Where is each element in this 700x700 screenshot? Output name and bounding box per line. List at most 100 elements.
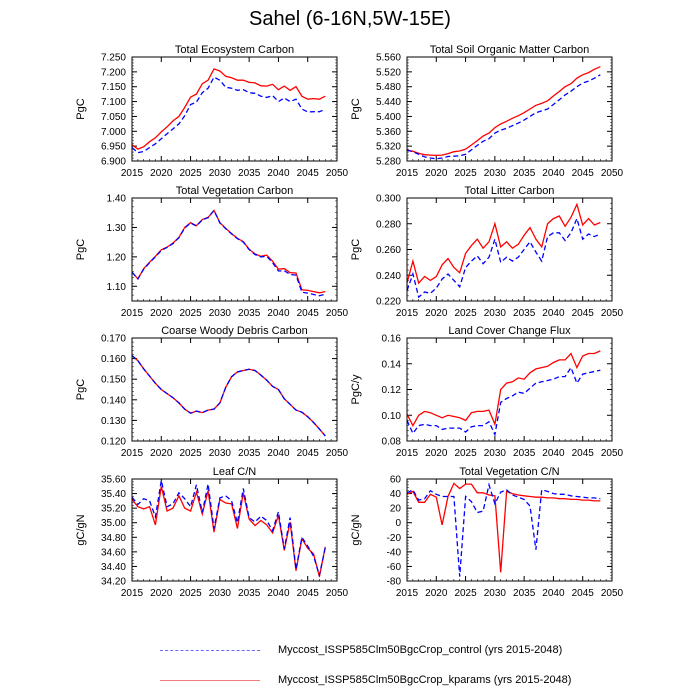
y-tick-label: 0.260 xyxy=(376,245,401,256)
y-tick-label: 5.280 xyxy=(376,157,401,168)
panel-title: Total Litter Carbon xyxy=(465,185,555,197)
series-line-kparams xyxy=(407,202,601,285)
x-tick-label: 2040 xyxy=(542,168,565,179)
series-line-kparams xyxy=(407,350,601,427)
panel-title: Land Cover Change Flux xyxy=(448,325,571,337)
panel-land-cover-change-flux: Land Cover Change Flux PgC/y 2015 2020 2025 2… xyxy=(350,325,624,459)
y-tick-label: 5.400 xyxy=(376,112,401,123)
series-line-control xyxy=(407,74,601,160)
x-tick-label: 2050 xyxy=(326,588,349,599)
panel-total-soil-organic-matter-carbon: Total Soil Organic Matter Carbon PgC 2015 2… xyxy=(350,44,624,179)
series-line-kparams xyxy=(407,66,601,157)
x-tick-label: 2020 xyxy=(425,448,448,459)
plot-frame xyxy=(131,337,338,442)
y-tick-label: 0.14 xyxy=(382,359,402,370)
x-tick-label: 2035 xyxy=(513,448,536,459)
x-tick-label: 2030 xyxy=(209,308,232,319)
x-tick-label: 2045 xyxy=(572,168,595,179)
y-axis-label: PgC xyxy=(75,98,87,119)
x-tick-label: 2040 xyxy=(267,448,290,459)
y-axis-label: PgC xyxy=(75,379,87,400)
y-tick-label: 34.40 xyxy=(101,562,126,573)
y-tick-label: 0.130 xyxy=(101,416,126,427)
y-tick-label: 0.280 xyxy=(376,219,401,230)
y-tick-label: 1.10 xyxy=(107,282,127,293)
x-tick-label: 2045 xyxy=(297,588,320,599)
y-axis-label: PgC xyxy=(75,239,87,260)
y-axis-label: PgC/y xyxy=(350,374,362,404)
series-line-control xyxy=(407,482,601,577)
x-tick-label: 2020 xyxy=(425,588,448,599)
x-tick-label: 2050 xyxy=(601,448,624,459)
x-tick-label: 2025 xyxy=(454,588,477,599)
y-tick-label: -60 xyxy=(387,562,402,573)
y-tick-label: 7.200 xyxy=(101,67,126,78)
y-tick-label: 5.520 xyxy=(376,67,401,78)
series-line-kparams xyxy=(407,482,601,573)
y-tick-label: 6.900 xyxy=(101,157,126,168)
series-line-control xyxy=(132,355,326,437)
y-tick-label: 5.440 xyxy=(376,97,401,108)
y-axis-label: PgC xyxy=(350,98,362,119)
series-line-kparams xyxy=(132,68,326,150)
y-tick-label: 0.240 xyxy=(376,271,401,282)
x-tick-label: 2025 xyxy=(179,308,202,319)
x-tick-label: 2045 xyxy=(297,448,320,459)
y-tick-label: 5.560 xyxy=(376,53,401,64)
panel-coarse-woody-debris-carbon: Coarse Woody Debris Carbon PgC 2015 2020 202… xyxy=(75,325,349,459)
plot-frame xyxy=(131,56,338,162)
x-tick-label: 2015 xyxy=(396,588,419,599)
y-tick-label: 7.150 xyxy=(101,82,126,93)
y-tick-label: 0.16 xyxy=(382,334,402,345)
plot-frame xyxy=(131,478,338,582)
y-tick-label: 7.250 xyxy=(101,53,126,64)
y-tick-label: 6.950 xyxy=(101,142,126,153)
series-line-control xyxy=(407,366,601,437)
series-line-control xyxy=(132,209,326,297)
y-tick-label: 34.80 xyxy=(101,533,126,544)
y-axis-label: PgC xyxy=(350,239,362,260)
x-tick-label: 2015 xyxy=(121,308,144,319)
panel-title: Total Vegetation C/N xyxy=(459,466,559,478)
x-tick-label: 2050 xyxy=(326,448,349,459)
x-tick-label: 2025 xyxy=(454,308,477,319)
x-tick-label: 2020 xyxy=(425,168,448,179)
panel-total-litter-carbon: Total Litter Carbon PgC 2015 2020 2025 2030 20… xyxy=(350,185,624,319)
x-tick-label: 2025 xyxy=(454,448,477,459)
y-tick-label: 1.40 xyxy=(107,194,127,205)
y-axis-label: gC/gN xyxy=(75,514,87,545)
series-line-control xyxy=(407,216,601,299)
x-tick-label: 2025 xyxy=(454,168,477,179)
y-tick-label: 35.00 xyxy=(101,518,126,529)
x-tick-label: 2035 xyxy=(513,308,536,319)
x-tick-label: 2035 xyxy=(238,588,261,599)
panel-total-ecosystem-carbon: Total Ecosystem Carbon PgC 2015 2020 2025 203… xyxy=(75,44,349,179)
y-tick-label: 0.140 xyxy=(101,395,126,406)
x-tick-label: 2045 xyxy=(297,308,320,319)
x-tick-label: 2020 xyxy=(150,448,173,459)
x-tick-label: 2045 xyxy=(572,588,595,599)
y-tick-label: 34.60 xyxy=(101,547,126,558)
series-line-control xyxy=(132,76,326,154)
x-tick-label: 2040 xyxy=(267,168,290,179)
panel-total-vegetation-c-n: Total Vegetation C/N gC/gN 2015 2020 2025 203… xyxy=(350,466,624,599)
y-tick-label: 35.60 xyxy=(101,475,126,486)
y-tick-label: 7.000 xyxy=(101,127,126,138)
y-axis-label: gC/gN xyxy=(350,514,362,545)
x-tick-label: 2050 xyxy=(326,308,349,319)
y-tick-label: 0.12 xyxy=(382,385,402,396)
y-tick-label: 5.480 xyxy=(376,82,401,93)
plot-frame xyxy=(406,56,613,162)
x-tick-label: 2045 xyxy=(572,308,595,319)
panel-title: Leaf C/N xyxy=(213,466,256,478)
y-tick-label: 20 xyxy=(390,504,402,515)
y-tick-label: 5.320 xyxy=(376,142,401,153)
x-tick-label: 2050 xyxy=(601,588,624,599)
y-tick-label: 0.220 xyxy=(376,297,401,308)
x-tick-label: 2015 xyxy=(121,448,144,459)
y-tick-label: 35.20 xyxy=(101,504,126,515)
x-tick-label: 2020 xyxy=(150,168,173,179)
y-tick-label: 7.050 xyxy=(101,112,126,123)
y-tick-label: 1.30 xyxy=(107,223,127,234)
x-tick-label: 2035 xyxy=(238,448,261,459)
